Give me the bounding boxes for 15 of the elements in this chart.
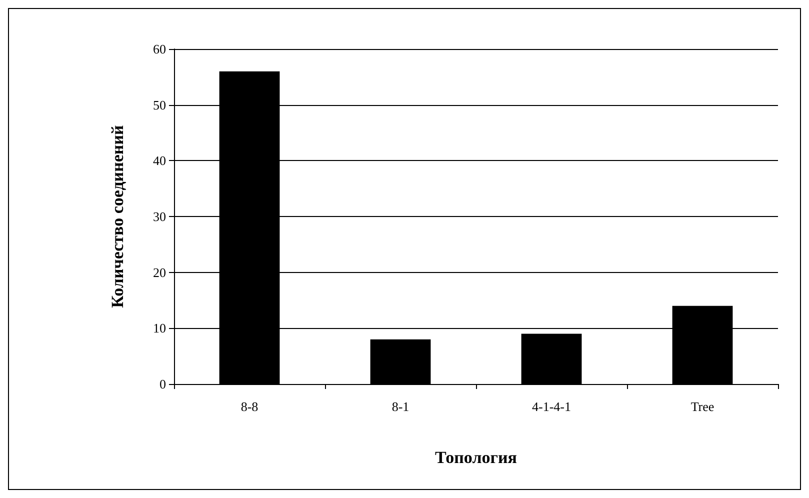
x-tick-label: 8-8 xyxy=(240,399,258,414)
bar xyxy=(521,334,582,384)
bar xyxy=(370,339,431,384)
y-tick-label: 60 xyxy=(153,42,166,56)
y-tick-label: 30 xyxy=(153,209,166,224)
y-tick-label: 40 xyxy=(153,153,166,168)
y-tick-label: 50 xyxy=(153,97,166,112)
x-tick-label: Tree xyxy=(690,399,714,414)
x-tick-label: 4-1-4-1 xyxy=(532,399,571,414)
y-tick-label: 10 xyxy=(153,320,166,336)
y-tick-label: 20 xyxy=(153,264,166,280)
x-tick-label: 8-1 xyxy=(392,399,410,414)
y-axis-title: Количество соединений xyxy=(108,124,127,308)
x-axis-title: Топология xyxy=(435,448,517,467)
y-tick-label: 0 xyxy=(160,376,166,392)
